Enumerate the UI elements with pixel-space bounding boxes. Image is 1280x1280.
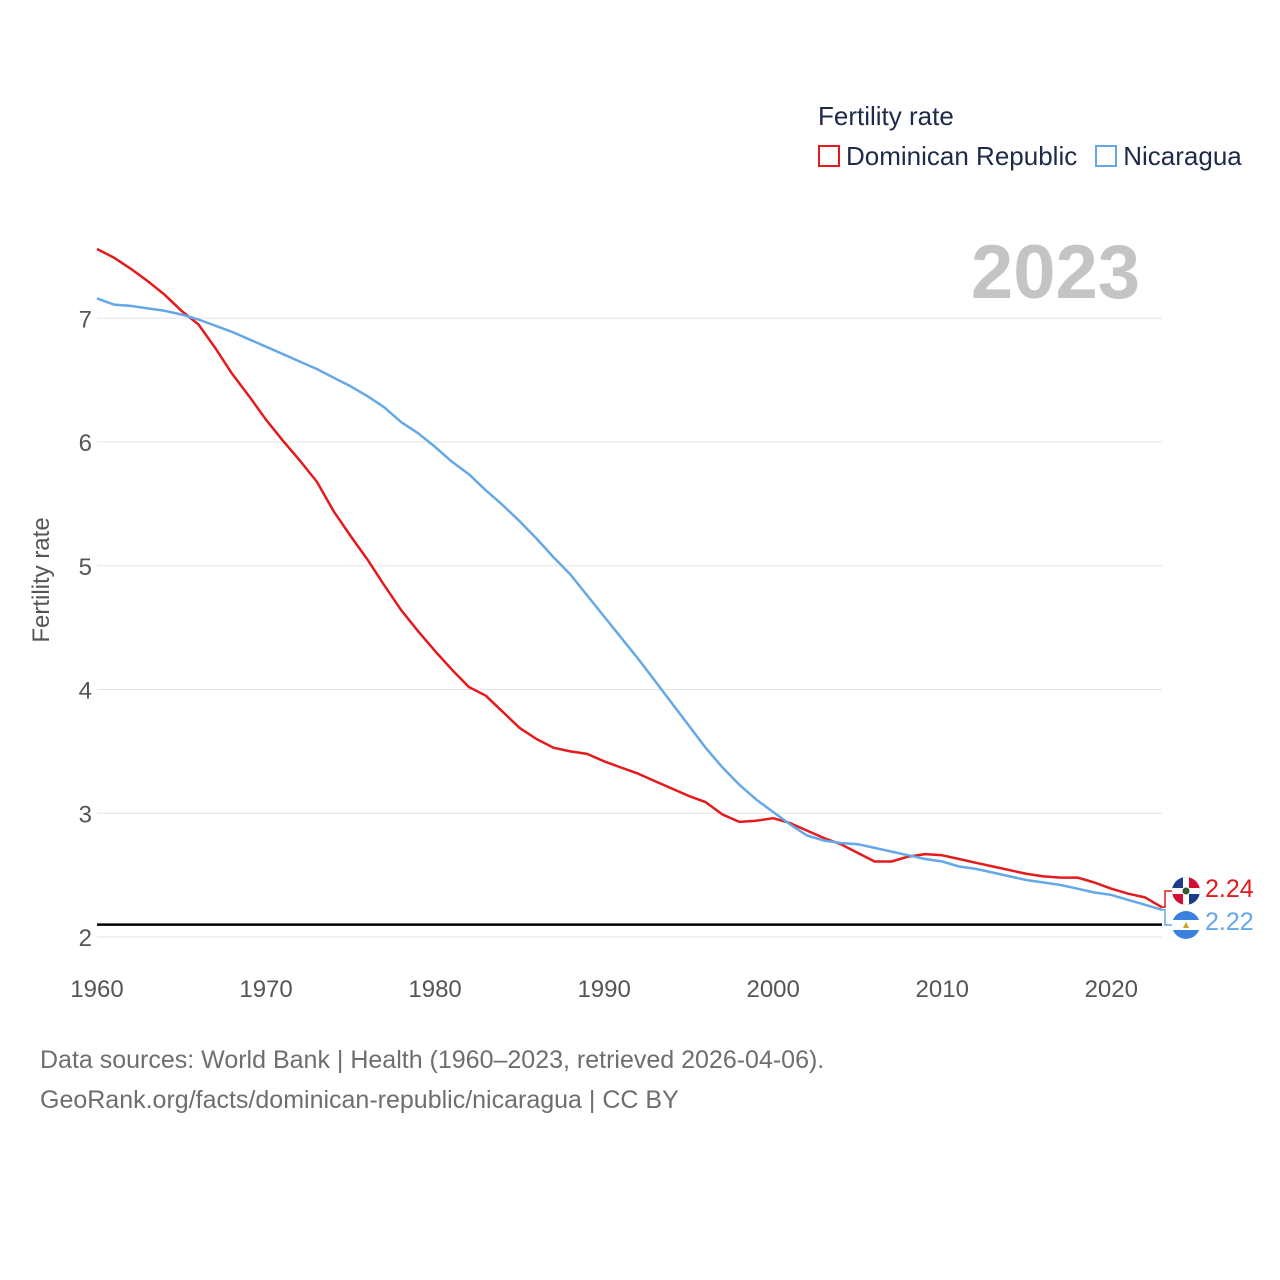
footer: Data sources: World Bank | Health (1960–… — [40, 1040, 824, 1120]
x-tick-label: 1970 — [239, 976, 292, 1003]
series-lines — [96, 247, 1163, 911]
connector-nicaragua — [1162, 909, 1172, 926]
nicaragua-flag-icon — [1172, 911, 1200, 939]
y-tick-label: 5 — [79, 554, 92, 581]
legend-swatch-blue — [1095, 145, 1118, 167]
x-axis-ticks: 1960 1970 1980 1990 2000 2010 2020 — [70, 976, 1138, 1003]
x-tick-label: 1990 — [577, 976, 630, 1003]
gridlines — [97, 317, 1162, 938]
x-tick-label: 1980 — [408, 976, 461, 1003]
y-axis-title: Fertility rate — [28, 517, 55, 643]
connector-dominican-republic — [1162, 890, 1172, 909]
legend-item-dominican-republic[interactable]: Dominican Republic — [818, 138, 1077, 174]
x-tick-label: 2020 — [1085, 976, 1138, 1003]
legend-swatch-red — [818, 145, 840, 167]
series-line-nicaragua[interactable] — [96, 297, 1163, 911]
y-tick-label: 2 — [79, 925, 92, 952]
legend-label-dominican-republic: Dominican Republic — [846, 141, 1078, 171]
end-label-connectors — [1162, 890, 1172, 926]
y-tick-label: 4 — [79, 678, 92, 705]
footer-sources: Data sources: World Bank | Health (1960–… — [40, 1046, 825, 1074]
series-line-dominican-republic[interactable] — [96, 247, 1163, 909]
x-tick-label: 1960 — [70, 976, 123, 1003]
x-tick-label: 2010 — [916, 976, 969, 1003]
y-tick-label: 7 — [79, 306, 92, 333]
current-year-label: 2023 — [970, 230, 1140, 315]
y-tick-label: 6 — [79, 430, 92, 457]
y-tick-label: 3 — [79, 801, 92, 828]
legend-title: Fertility rate — [818, 101, 954, 131]
legend: Fertility rate Dominican Republic Nicara… — [818, 98, 1260, 174]
footer-attribution[interactable]: GeoRank.org/facts/dominican-republic/nic… — [40, 1086, 679, 1114]
y-axis-ticks: 2 3 4 5 6 7 — [79, 306, 92, 952]
end-value-nicaragua: 2.22 — [1205, 908, 1254, 936]
end-value-dominican-republic: 2.24 — [1205, 875, 1254, 903]
x-tick-label: 2000 — [746, 976, 799, 1003]
dominican-republic-flag-icon — [1172, 877, 1200, 905]
legend-label-nicaragua: Nicaragua — [1123, 141, 1242, 171]
legend-item-nicaragua[interactable]: Nicaragua — [1095, 138, 1242, 174]
